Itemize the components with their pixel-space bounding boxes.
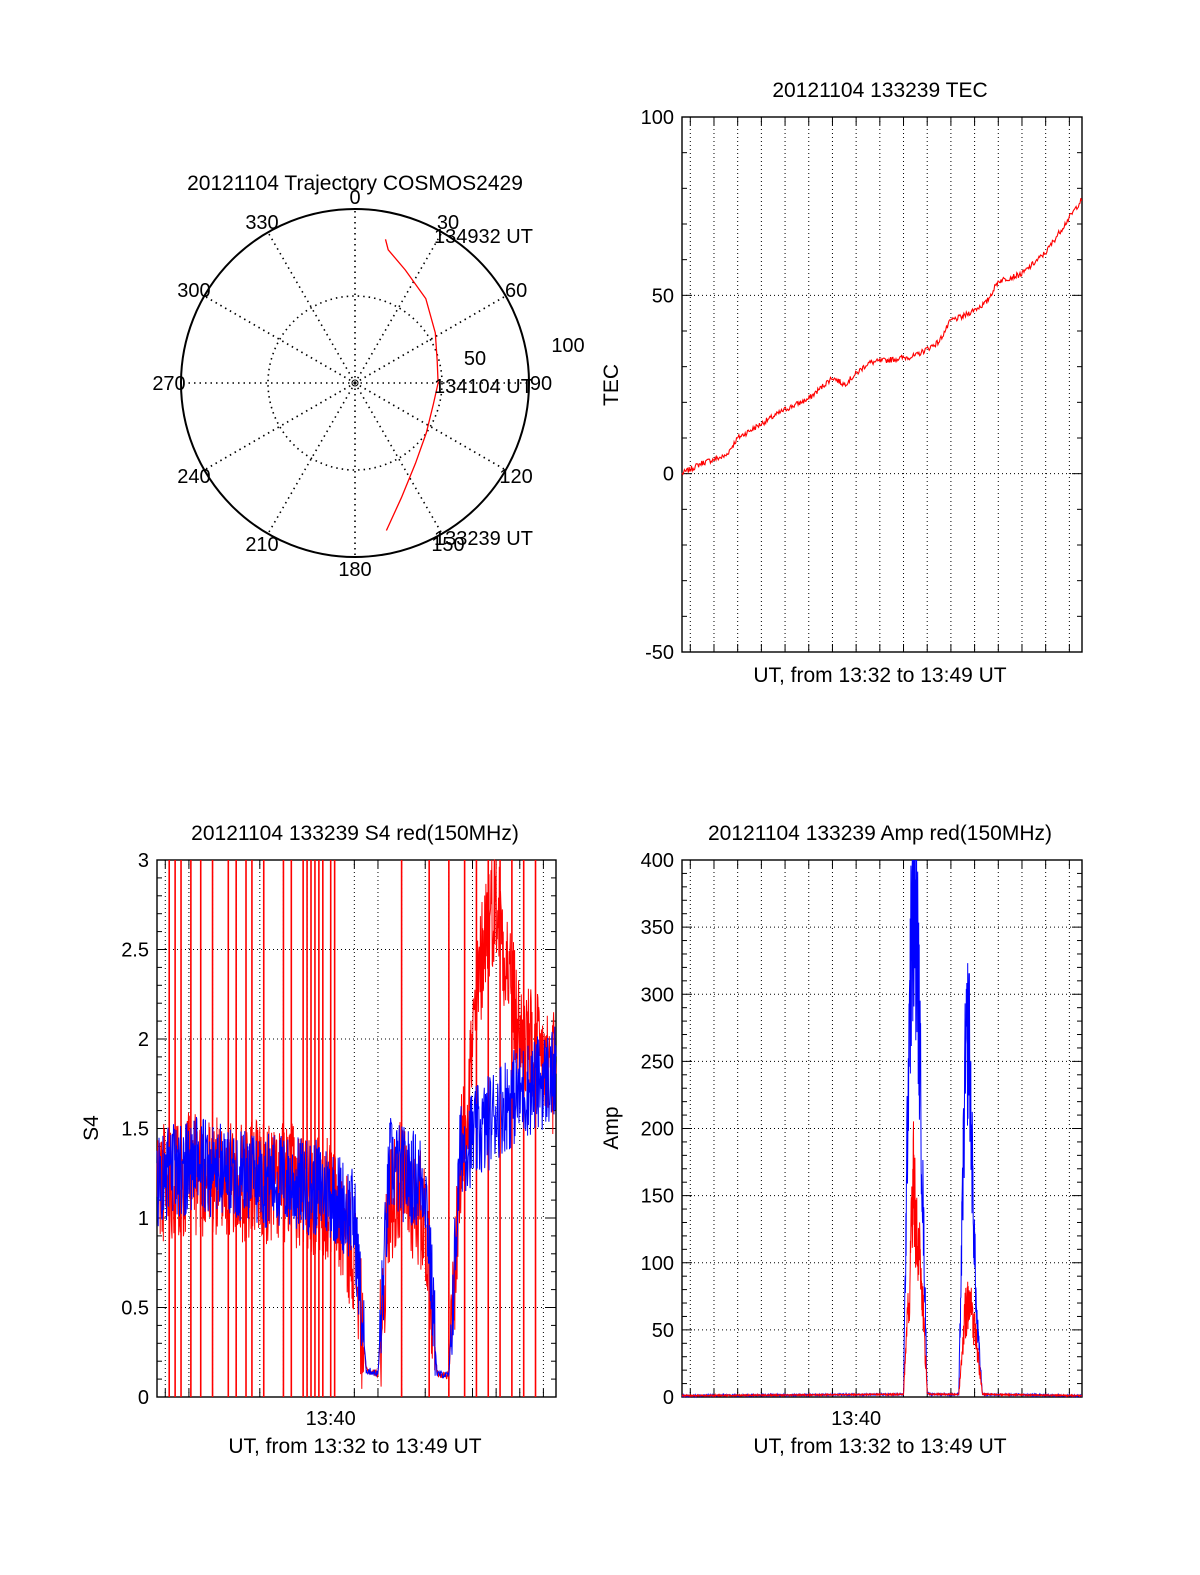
amp-axes: 400 350 300 250 200 150 100 50 0 13:40 (641, 850, 1083, 1430)
polar-spoke-240 (203, 382, 356, 471)
amp-x-axis-label: UT, from 13:32 to 13:49 UT (753, 1435, 1006, 1458)
amp-series (681, 859, 1083, 1399)
polar-angle-label-180: 180 (338, 559, 371, 581)
s4-y-tick-label: 2 (138, 1029, 149, 1051)
polar-spoke-120 (354, 382, 507, 471)
tec-y-tick-label: -50 (645, 642, 674, 664)
s4-y-tick-label: 2.5 (121, 940, 149, 962)
s4-series (156, 859, 557, 1397)
tec-axes: 100 50 0 -50 (641, 107, 1083, 664)
amp-title: 20121104 133239 Amp red(150MHz) (708, 822, 1052, 845)
amp-panel: 20121104 133239 Amp red(150MHz) UT, from… (600, 822, 1083, 1458)
polar-angle-label-330: 330 (245, 212, 278, 234)
s4-title: 20121104 133239 S4 red(150MHz) (191, 822, 519, 845)
polar-spoke-210 (267, 382, 356, 535)
polar-center-mark (351, 379, 359, 387)
tec-frame (681, 116, 1083, 653)
polar-angle-label-300: 300 (177, 280, 210, 302)
polar-angle-label-150: 150 (431, 534, 464, 556)
s4-y-axis-label: S4 (80, 1115, 103, 1141)
s4-frame (156, 859, 557, 1398)
polar-angle-label-30: 30 (437, 212, 459, 234)
tec-y-tick-label: 50 (652, 285, 674, 307)
s4-y-tick-label: 1 (138, 1208, 149, 1230)
s4-y-tick-label: 0.5 (121, 1298, 149, 1320)
polar-angle-label-270: 270 (152, 373, 185, 395)
polar-spoke-330 (267, 231, 356, 384)
polar-angle-label-90: 90 (530, 373, 552, 395)
tec-line-red (681, 198, 1083, 476)
trajectory-start-time-label: 133239 UT (434, 528, 533, 550)
amp-y-tick-label: 250 (641, 1051, 674, 1073)
amp-y-tick-label: 50 (652, 1320, 674, 1342)
s4-y-tick-label: 3 (138, 850, 149, 872)
amp-x-tick-label: 13:40 (831, 1408, 881, 1430)
trajectory-angle-labels: 0 30 60 90 120 150 180 210 240 270 300 330 (152, 187, 552, 581)
amp-y-tick-label: 0 (663, 1387, 674, 1409)
s4-y-tick-label: 0 (138, 1387, 149, 1409)
s4-x-axis-label: UT, from 13:32 to 13:49 UT (228, 1435, 481, 1458)
amp-y-tick-label: 350 (641, 917, 674, 939)
polar-spoke-60 (354, 295, 507, 384)
polar-angle-label-0: 0 (349, 187, 360, 209)
amp-y-tick-label: 200 (641, 1119, 674, 1141)
s4-y-tick-label: 1.5 (121, 1119, 149, 1141)
s4-x-tick-label: 13:40 (306, 1408, 356, 1430)
trajectory-series (384, 239, 439, 531)
tec-x-axis-label: UT, from 13:32 to 13:49 UT (753, 664, 1006, 687)
amp-frame (681, 859, 1083, 1398)
amp-line-red (681, 1121, 1083, 1398)
polar-angle-label-210: 210 (245, 534, 278, 556)
trajectory-grid (180, 208, 530, 558)
polar-outer-circle (180, 208, 530, 558)
amp-y-tick-label: 400 (641, 850, 674, 872)
s4-line-blue (156, 1026, 557, 1379)
polar-spoke-30 (354, 231, 443, 384)
radial-label-50: 50 (464, 348, 486, 370)
polar-angle-label-240: 240 (177, 466, 210, 488)
tec-title: 20121104 133239 TEC (772, 79, 987, 102)
amp-y-axis-label: Amp (600, 1106, 623, 1149)
trajectory-mid-time-label: 134104 UT (434, 376, 533, 398)
polar-angle-label-60: 60 (505, 280, 527, 302)
polar-spoke-300 (203, 295, 356, 384)
trajectory-end-time-label: 134932 UT (434, 226, 533, 248)
tec-panel: 20121104 133239 TEC UT, from 13:32 to 13… (600, 79, 1083, 687)
s4-panel: 20121104 133239 S4 red(150MHz) UT, from … (80, 822, 557, 1458)
amp-y-tick-label: 300 (641, 984, 674, 1006)
polar-spoke-150 (354, 382, 443, 535)
trajectory-panel: 20121104 Trajectory COSMOS2429 0 30 60 90 12… (152, 172, 584, 581)
tec-series (681, 198, 1083, 476)
tec-y-tick-label: 0 (663, 464, 674, 486)
radial-label-100: 100 (551, 335, 584, 357)
tec-y-axis-label: TEC (600, 364, 623, 406)
tec-y-tick-label: 100 (641, 107, 674, 129)
polar-grid-circle-50 (267, 295, 443, 471)
amp-y-tick-label: 100 (641, 1253, 674, 1275)
polar-angle-label-120: 120 (499, 466, 532, 488)
amp-y-tick-label: 150 (641, 1186, 674, 1208)
trajectory-line (384, 239, 439, 531)
trajectory-title: 20121104 Trajectory COSMOS2429 (187, 172, 523, 195)
